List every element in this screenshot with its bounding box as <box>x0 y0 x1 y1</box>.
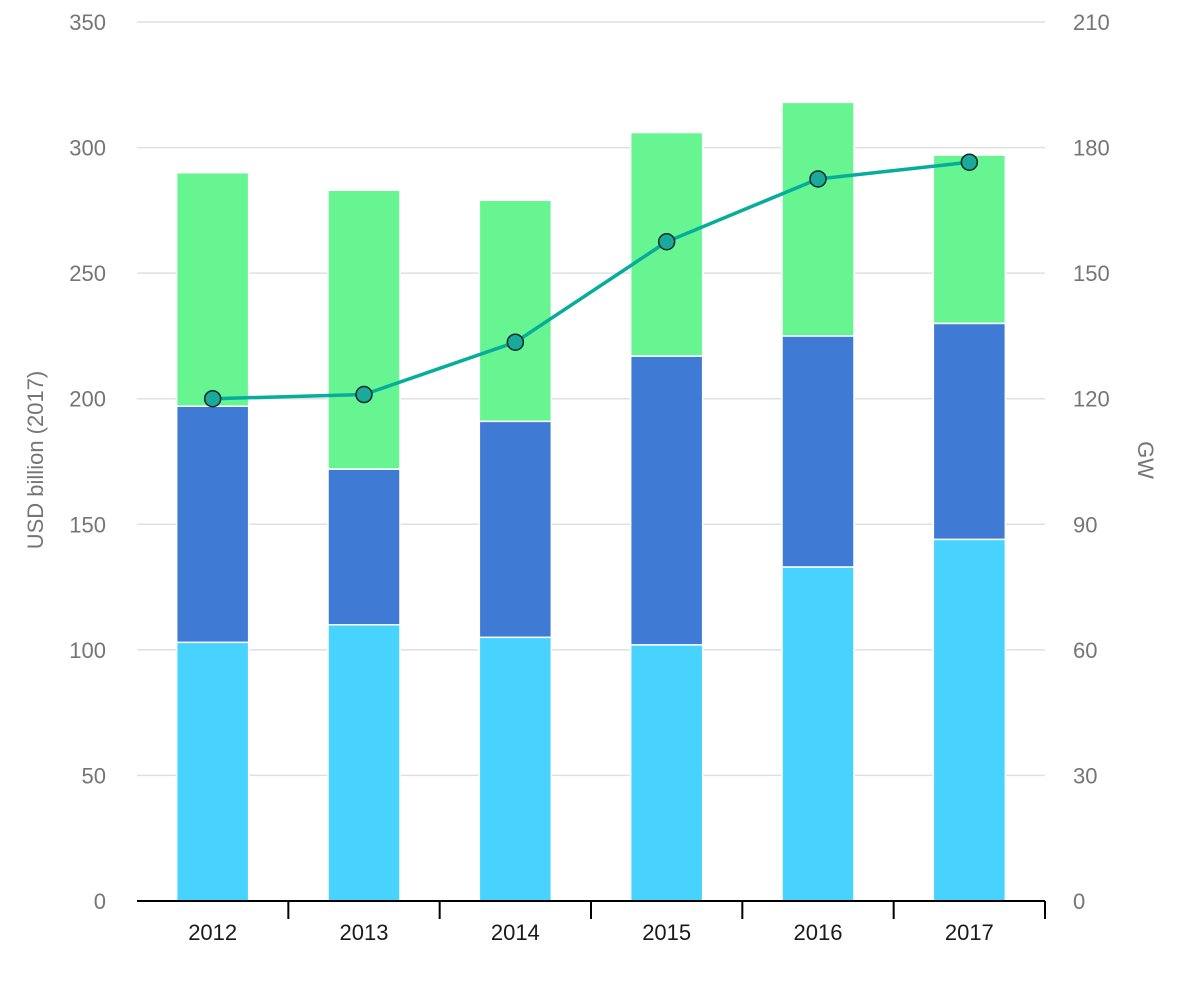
x-tick-label: 2016 <box>794 920 843 945</box>
y-tick-label-right: 0 <box>1073 889 1085 914</box>
bar-segment <box>175 171 250 407</box>
bar-segment <box>478 199 553 423</box>
x-tick-label: 2015 <box>642 920 691 945</box>
line-point <box>203 389 222 408</box>
bar-segment <box>781 101 855 337</box>
line-point <box>355 385 373 404</box>
y-tick-label-right: 30 <box>1073 763 1097 788</box>
line-series <box>203 153 979 408</box>
bar-segment <box>629 355 704 646</box>
y-tick-label-left: 350 <box>69 10 106 35</box>
bars <box>175 101 1007 902</box>
line-point <box>657 233 676 251</box>
y-axis-title-left: USD billion (2017) <box>23 371 48 550</box>
bar-segment <box>781 566 855 902</box>
line-point <box>809 170 827 188</box>
y-tick-label-left: 50 <box>82 763 106 788</box>
y-tick-label-right: 210 <box>1073 10 1110 35</box>
bar-segment <box>327 189 401 470</box>
y-tick-label-left: 250 <box>69 261 106 286</box>
bar-segment <box>175 641 250 902</box>
y-tick-label-right: 60 <box>1073 638 1097 663</box>
x-tick-label: 2013 <box>340 920 389 945</box>
bar-segment <box>478 636 553 902</box>
y-tick-label-right: 150 <box>1073 261 1110 286</box>
line-path <box>212 160 970 401</box>
y-tick-label-right: 90 <box>1073 512 1097 537</box>
y-tick-label-left: 150 <box>69 512 106 537</box>
bar-segment <box>629 644 704 902</box>
line-point <box>506 333 525 351</box>
bar-segment <box>327 623 401 902</box>
y-axis-title-right: GW <box>1133 441 1158 479</box>
x-tick-label: 2017 <box>945 920 994 945</box>
x-tick-label: 2014 <box>491 920 540 945</box>
bar-segment <box>781 335 855 568</box>
y-tick-label-left: 100 <box>69 638 106 663</box>
bar-segment <box>932 154 1007 325</box>
bar-segment <box>478 420 553 639</box>
bar-segment <box>932 538 1007 902</box>
y-tick-label-right: 120 <box>1073 387 1110 412</box>
axes <box>137 900 1046 919</box>
x-tick-label: 2012 <box>188 920 237 945</box>
line-point <box>960 153 979 171</box>
y-tick-label-right: 180 <box>1073 136 1110 161</box>
bar-segment <box>327 468 401 626</box>
bar-segment <box>932 322 1007 541</box>
y-tick-label-left: 200 <box>69 387 106 412</box>
bar-segment <box>175 405 250 644</box>
gridlines <box>137 21 1045 777</box>
tick-labels: 0 50 100 150 200 250 300 350 0 30 60 90 120 150 180 210… <box>69 10 1109 945</box>
y-tick-label-left: 300 <box>69 136 106 161</box>
y-tick-label-left: 0 <box>94 889 106 914</box>
